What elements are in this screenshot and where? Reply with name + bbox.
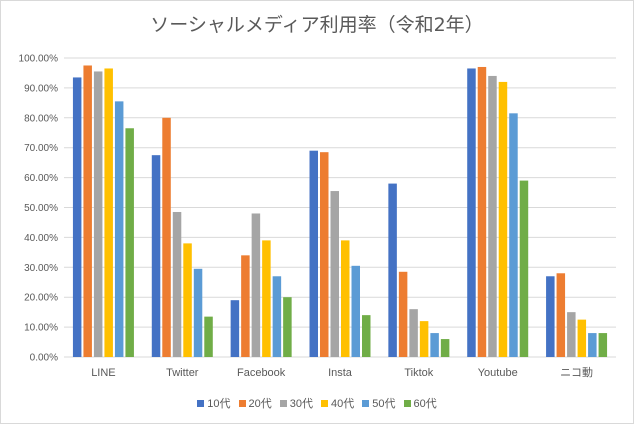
legend-item: 40代 (321, 395, 354, 411)
bar (262, 240, 271, 357)
legend-label: 60代 (413, 398, 437, 410)
bars (72, 65, 608, 358)
legend-swatch (238, 399, 246, 407)
bar (577, 319, 587, 358)
chart-title: ソーシャルメディア利用率（令和2年） (150, 14, 484, 36)
x-axis-labels: LINE Twitter Facebook Insta Tiktok Youtube ニコ動 (91, 365, 593, 379)
bar (598, 333, 608, 357)
legend-swatch (362, 399, 370, 407)
bar (72, 77, 82, 357)
legend-swatch (279, 399, 287, 407)
legend-item: 10代 (197, 395, 231, 411)
y-tick-label: 70.00% (24, 143, 58, 154)
x-category-label: LINE (91, 367, 115, 379)
bar (351, 265, 360, 357)
y-tick-label: 100.00% (19, 54, 59, 65)
bar (341, 240, 350, 357)
bar (204, 316, 213, 357)
legend-item: 50代 (362, 395, 396, 411)
y-tick-label: 20.00% (24, 293, 58, 304)
bar (272, 276, 282, 357)
legend-label: 40代 (331, 398, 355, 410)
bar (172, 211, 182, 357)
bar (519, 180, 529, 357)
bar (488, 75, 497, 357)
y-tick-label: 90.00% (24, 83, 58, 94)
x-category-label: Insta (328, 367, 353, 379)
y-tick-label: 60.00% (24, 173, 58, 184)
bar (330, 191, 339, 357)
legend: 10代 20代 30代 40代 50代 60代 (0, 395, 634, 411)
bar (183, 243, 192, 357)
bar (104, 68, 113, 357)
legend-label: 50代 (372, 398, 396, 410)
y-tick-label: 30.00% (24, 263, 58, 274)
bar (114, 101, 124, 357)
bar (556, 273, 566, 357)
bar (320, 152, 329, 357)
bar (241, 255, 250, 357)
bar (398, 271, 408, 357)
bar (283, 297, 292, 357)
y-axis-ticks: 0.00% 10.00% 20.00% 30.00% 40.00% 50.00% 60.00… (19, 54, 59, 364)
legend-item: 30代 (279, 395, 313, 411)
y-tick-label: 0.00% (30, 353, 58, 364)
bar (419, 321, 429, 357)
bar (162, 117, 171, 357)
y-tick-label: 80.00% (24, 113, 58, 124)
bar (440, 339, 450, 357)
bar (230, 300, 240, 357)
y-tick-label: 40.00% (24, 233, 58, 244)
bar (125, 128, 134, 357)
bar (588, 333, 597, 357)
legend-swatch (197, 399, 205, 407)
bar (251, 213, 261, 357)
bar (362, 315, 371, 357)
bar (388, 183, 397, 357)
bar (509, 113, 518, 357)
bar (477, 66, 487, 357)
bar (93, 71, 103, 357)
x-category-label: ニコ動 (560, 365, 593, 379)
legend-swatch (403, 399, 411, 407)
bar (546, 276, 555, 357)
bar (83, 65, 92, 357)
x-category-label: Facebook (237, 367, 286, 379)
x-category-label: Youtube (478, 367, 518, 379)
legend-item: 60代 (403, 395, 437, 411)
legend-label: 30代 (289, 398, 313, 410)
bar (467, 68, 476, 357)
legend-label: 10代 (207, 398, 231, 410)
bar (309, 150, 318, 357)
x-category-label: Tiktok (404, 367, 433, 379)
x-category-label: Twitter (166, 367, 199, 379)
bar (193, 268, 203, 357)
bar (567, 312, 576, 357)
legend-label: 20代 (248, 398, 272, 410)
gridlines (64, 57, 616, 358)
y-tick-label: 50.00% (24, 203, 58, 214)
bar (409, 309, 418, 357)
bar (498, 81, 508, 358)
legend-item: 20代 (238, 395, 272, 411)
y-tick-label: 10.00% (24, 323, 58, 334)
legend-swatch (321, 399, 328, 407)
bar (151, 155, 161, 357)
bar (430, 333, 439, 357)
